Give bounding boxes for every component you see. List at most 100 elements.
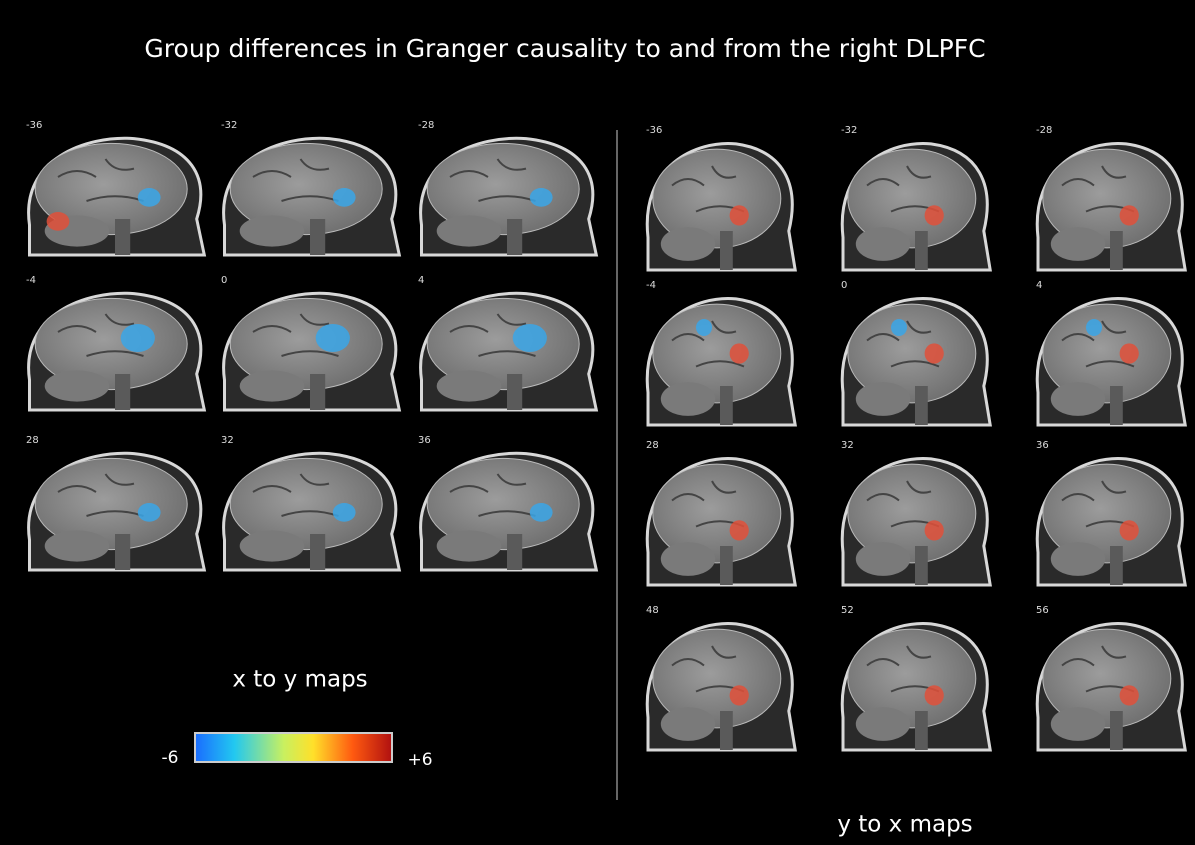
brain — [229, 457, 383, 551]
slice-label: -36 — [26, 120, 42, 131]
brain-slice: 0 — [221, 275, 402, 412]
brainstem — [915, 546, 928, 585]
slice-label: 32 — [841, 440, 854, 451]
brain — [1042, 463, 1172, 564]
brainstem — [720, 546, 733, 585]
brain-slice: -4 — [645, 280, 797, 427]
slice-label: 32 — [221, 435, 234, 446]
brain — [1042, 628, 1172, 729]
brain-slice: 28 — [26, 435, 207, 572]
slice-label: 48 — [646, 605, 659, 616]
cerebellum — [855, 707, 911, 741]
brain-slice: 32 — [221, 435, 402, 572]
brain-slice: -36 — [645, 125, 797, 272]
brain-slice: 4 — [418, 275, 599, 412]
brainstem — [720, 231, 733, 270]
activation-blob — [46, 212, 70, 231]
brain — [652, 463, 782, 564]
activation-blob — [332, 503, 356, 522]
cerebellum — [660, 227, 716, 261]
brain — [229, 297, 383, 391]
brainstem — [507, 374, 523, 410]
sulci — [671, 320, 745, 368]
cerebellum — [1050, 227, 1106, 261]
brain — [847, 148, 977, 249]
brain-slice: -32 — [840, 125, 992, 272]
activation-blob — [529, 188, 553, 207]
slice-label: 56 — [1036, 605, 1049, 616]
cerebellum — [1050, 542, 1106, 576]
brainstem — [915, 711, 928, 750]
brain-slice: 28 — [645, 440, 797, 587]
activation-blob — [512, 323, 547, 353]
brain-slice: 52 — [840, 605, 992, 752]
activation-blob — [924, 205, 944, 226]
activation-blob — [1119, 685, 1139, 706]
slice-label: -32 — [221, 120, 237, 131]
brainstem — [310, 374, 326, 410]
activation-blob — [120, 323, 155, 353]
brainstem — [1110, 546, 1123, 585]
slice-label: -28 — [418, 120, 434, 131]
activation-blob — [924, 343, 944, 364]
activation-blob — [137, 503, 161, 522]
brainstem — [310, 219, 326, 255]
brain — [426, 142, 580, 236]
brainstem — [1110, 231, 1123, 270]
brainstem — [310, 534, 326, 570]
cerebellum — [436, 530, 502, 562]
brain-slice: -36 — [26, 120, 207, 257]
right-caption: y to x maps — [837, 812, 972, 838]
activation-blob — [729, 685, 749, 706]
brain — [652, 148, 782, 249]
cerebellum — [855, 542, 911, 576]
brain — [34, 457, 188, 551]
activation-blob — [729, 520, 749, 541]
slice-label: 4 — [418, 275, 424, 286]
brainstem — [507, 534, 523, 570]
cerebellum — [855, 227, 911, 261]
cerebellum — [239, 370, 305, 402]
cerebellum — [855, 382, 911, 416]
cerebellum — [239, 215, 305, 247]
brain-slice: 48 — [645, 605, 797, 752]
activation-blob — [729, 343, 749, 364]
colorbar-max-label: +6 — [407, 750, 432, 770]
sulci — [252, 313, 339, 357]
left-caption: x to y maps — [232, 667, 367, 693]
brain-slice: 32 — [840, 440, 992, 587]
brainstem — [115, 534, 131, 570]
sulci — [866, 320, 940, 368]
slice-label: 0 — [221, 275, 227, 286]
sulci — [57, 313, 144, 357]
brain-slice: -4 — [26, 275, 207, 412]
sulci — [1061, 320, 1135, 368]
brainstem — [507, 219, 523, 255]
slice-label: 52 — [841, 605, 854, 616]
slice-label: -32 — [841, 125, 857, 136]
brain — [847, 303, 977, 404]
slice-label: 28 — [26, 435, 39, 446]
brain — [652, 628, 782, 729]
brain-slice: -28 — [1035, 125, 1187, 272]
brainstem — [720, 386, 733, 425]
brain-slice: 56 — [1035, 605, 1187, 752]
brain — [847, 463, 977, 564]
slice-label: 28 — [646, 440, 659, 451]
brainstem — [1110, 386, 1123, 425]
brain-slice: 0 — [840, 280, 992, 427]
brain-slice: 36 — [418, 435, 599, 572]
brain — [426, 457, 580, 551]
cerebellum — [660, 707, 716, 741]
brain — [1042, 148, 1172, 249]
brain-slice: 4 — [1035, 280, 1187, 427]
activation-blob — [529, 503, 553, 522]
cerebellum — [436, 370, 502, 402]
colorbar — [194, 732, 393, 763]
activation-blob — [924, 685, 944, 706]
activation-blob — [1086, 319, 1102, 336]
activation-blob — [315, 323, 350, 353]
slice-label: 36 — [418, 435, 431, 446]
